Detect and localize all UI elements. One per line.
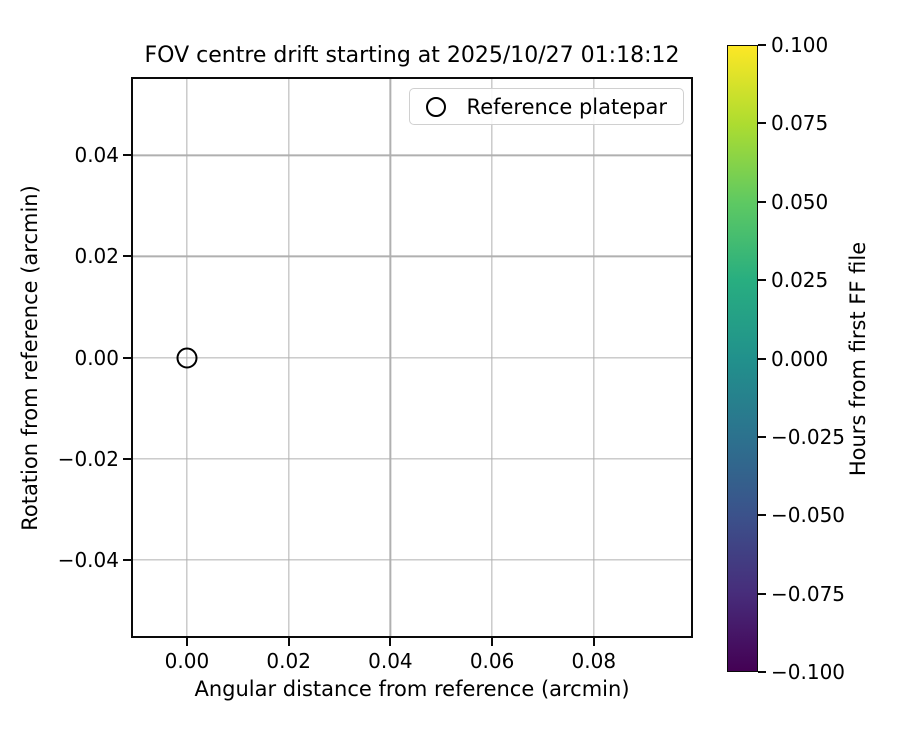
x-tick-mark <box>287 638 290 646</box>
legend-label: Reference platepar <box>466 94 667 119</box>
chart-title: FOV centre drift starting at 2025/10/27 … <box>144 43 680 68</box>
colorbar-tick-mark <box>758 44 766 46</box>
x-tick-label: 0.04 <box>368 649 413 673</box>
colorbar-tick-mark <box>758 122 766 125</box>
plot-area: Reference platepar <box>131 77 693 638</box>
x-tick-mark <box>592 638 595 646</box>
y-tick-mark <box>123 457 131 460</box>
colorbar-tick-label: −0.050 <box>771 503 846 528</box>
y-tick-mark <box>123 255 131 258</box>
colorbar-label: Hours from first FF file <box>846 241 870 477</box>
colorbar-tick-label: 0.050 <box>771 189 829 214</box>
colorbar-tick-mark <box>758 357 766 360</box>
colorbar-tick-mark <box>758 514 766 517</box>
x-tick-label: 0.08 <box>571 649 617 673</box>
y-tick-label: 0.02 <box>74 244 119 269</box>
colorbar-tick-mark <box>758 200 766 203</box>
colorbar-tick-label: 0.100 <box>771 33 829 57</box>
reference-platepar-point <box>176 347 198 368</box>
colorbar-tick-label: −0.075 <box>771 581 846 606</box>
y-gridline <box>131 559 693 561</box>
x-tick-label: 0.06 <box>469 649 515 673</box>
open-circle-marker-icon <box>425 96 446 117</box>
y-tick-label: −0.04 <box>57 547 119 572</box>
colorbar-tick-mark <box>758 279 766 282</box>
x-tick-mark <box>185 638 188 646</box>
colorbar-tick-label: 0.075 <box>771 111 829 136</box>
x-tick-label: 0.00 <box>164 649 210 673</box>
y-tick-label: 0.04 <box>74 143 119 168</box>
y-tick-mark <box>123 558 131 561</box>
colorbar-tick-mark <box>758 435 766 438</box>
y-tick-label: −0.02 <box>57 446 119 471</box>
x-tick-mark <box>389 638 392 646</box>
legend: Reference platepar <box>408 88 684 125</box>
y-tick-mark <box>123 154 131 157</box>
colorbar <box>727 45 758 672</box>
y-tick-mark <box>123 356 131 359</box>
x-axis-label: Angular distance from reference (arcmin) <box>194 677 630 701</box>
y-gridline <box>131 356 693 359</box>
colorbar-tick-label: 0.000 <box>771 346 829 371</box>
colorbar-tick-mark <box>758 671 766 673</box>
colorbar-tick-label: −0.025 <box>771 424 846 449</box>
colorbar-tick-mark <box>758 592 766 595</box>
colorbar-tick-label: 0.025 <box>771 268 829 293</box>
x-tick-label: 0.02 <box>266 649 311 673</box>
y-tick-label: 0.00 <box>74 345 119 370</box>
y-gridline <box>131 457 693 460</box>
y-axis-label: Rotation from reference (arcmin) <box>18 185 42 531</box>
x-tick-mark <box>491 638 494 646</box>
y-gridline <box>131 154 693 156</box>
y-gridline <box>131 255 693 258</box>
colorbar-tick-label: −0.100 <box>771 660 846 684</box>
